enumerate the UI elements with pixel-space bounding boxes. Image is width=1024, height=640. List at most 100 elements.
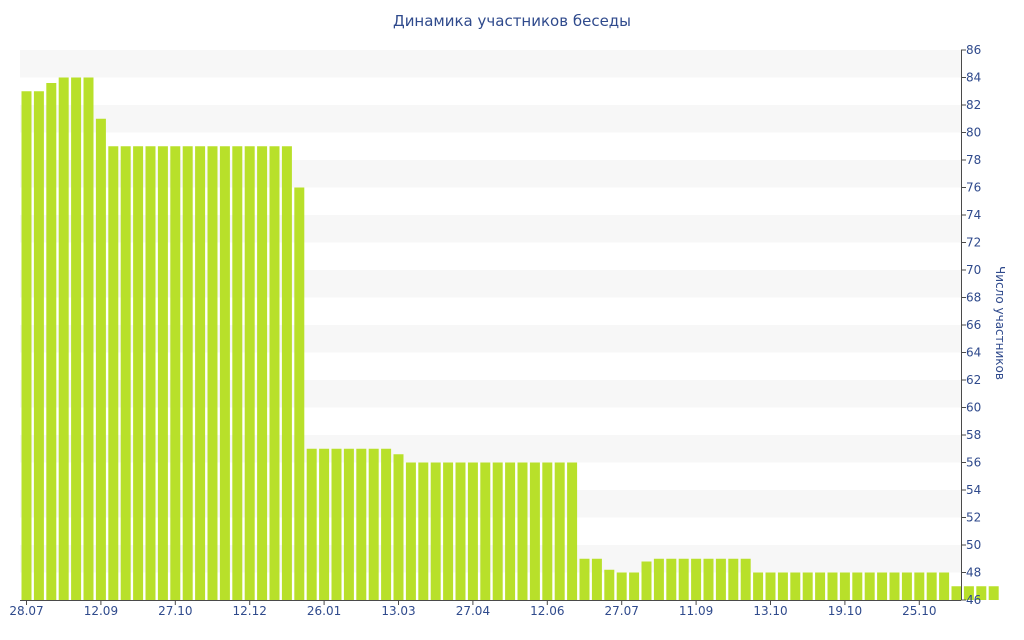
y-tick-label: 68 [966, 291, 981, 305]
bar [83, 77, 94, 600]
bar [58, 77, 69, 600]
bar [294, 187, 305, 600]
grid-band [20, 50, 961, 78]
bar [133, 146, 144, 600]
bar [95, 118, 106, 600]
bar [443, 462, 454, 600]
y-tick-label: 50 [966, 538, 981, 552]
bar [182, 146, 193, 600]
bar [604, 569, 615, 600]
bar [430, 462, 441, 600]
bar [120, 146, 131, 600]
bar [877, 572, 888, 600]
y-tick-label: 54 [966, 483, 981, 497]
bar [145, 146, 156, 600]
bar [418, 462, 429, 600]
bar [219, 146, 230, 600]
bar [802, 572, 813, 600]
y-tick-label: 46 [966, 593, 981, 607]
bar [914, 572, 925, 600]
x-tick-label: 13.03 [381, 604, 415, 618]
x-tick-label: 27.10 [158, 604, 192, 618]
bar [653, 558, 664, 600]
bar [393, 454, 404, 600]
bar [269, 146, 280, 600]
bar [517, 462, 528, 600]
bar [889, 572, 900, 600]
x-tick-label: 12.09 [84, 604, 118, 618]
bar [728, 558, 739, 600]
y-tick-label: 74 [966, 208, 981, 222]
bar [839, 572, 850, 600]
bar [790, 572, 801, 600]
bar [591, 558, 602, 600]
x-tick-label: 19.10 [828, 604, 862, 618]
bar [529, 462, 540, 600]
bar [319, 448, 330, 600]
y-tick-label: 86 [966, 43, 981, 57]
bar [579, 558, 590, 600]
bar [244, 146, 255, 600]
x-tick-label: 27.07 [605, 604, 639, 618]
y-tick-label: 84 [966, 71, 981, 85]
bar [715, 558, 726, 600]
bar [939, 572, 950, 600]
bar [232, 146, 243, 600]
bar [257, 146, 268, 600]
x-tick-label: 12.12 [233, 604, 267, 618]
bar [864, 572, 875, 600]
bar [976, 586, 987, 600]
bar [170, 146, 181, 600]
bar [46, 83, 57, 600]
y-tick-label: 56 [966, 456, 981, 470]
bar [827, 572, 838, 600]
bar [765, 572, 776, 600]
bar [678, 558, 689, 600]
y-tick-label: 60 [966, 401, 981, 415]
y-tick-label: 72 [966, 236, 981, 250]
x-tick-label: 26.01 [307, 604, 341, 618]
bar [108, 146, 119, 600]
bar [542, 462, 553, 600]
y-tick-label: 64 [966, 346, 981, 360]
x-tick-label: 12.06 [530, 604, 564, 618]
bar [815, 572, 826, 600]
bar [641, 561, 652, 600]
bar [455, 462, 466, 600]
y-tick-label: 58 [966, 428, 981, 442]
bar [331, 448, 342, 600]
bar [988, 586, 999, 600]
x-tick-label: 28.07 [9, 604, 43, 618]
bar [356, 448, 367, 600]
bar [467, 462, 478, 600]
x-tick-label: 13.10 [753, 604, 787, 618]
bar [554, 462, 565, 600]
chart-title: Динамика участников беседы [392, 12, 632, 30]
x-tick-label: 11.09 [679, 604, 713, 618]
x-tick-label: 27.04 [456, 604, 490, 618]
bar [281, 146, 292, 600]
bar [157, 146, 168, 600]
bar [505, 462, 516, 600]
y-tick-label: 52 [966, 511, 981, 525]
bar [368, 448, 379, 600]
y-tick-label: 48 [966, 566, 981, 580]
y-tick-label: 80 [966, 126, 981, 140]
y-axis-label: Число участников [993, 266, 1007, 380]
bar [405, 462, 416, 600]
bar [306, 448, 317, 600]
bar [629, 572, 640, 600]
bar [740, 558, 751, 600]
bar [666, 558, 677, 600]
bar [207, 146, 218, 600]
bar [71, 77, 82, 600]
bar [195, 146, 206, 600]
y-tick-label: 78 [966, 153, 981, 167]
bar [963, 586, 974, 600]
y-tick-label: 76 [966, 181, 981, 195]
bar [777, 572, 788, 600]
y-tick-label: 70 [966, 263, 981, 277]
bar [492, 462, 503, 600]
bar [616, 572, 627, 600]
